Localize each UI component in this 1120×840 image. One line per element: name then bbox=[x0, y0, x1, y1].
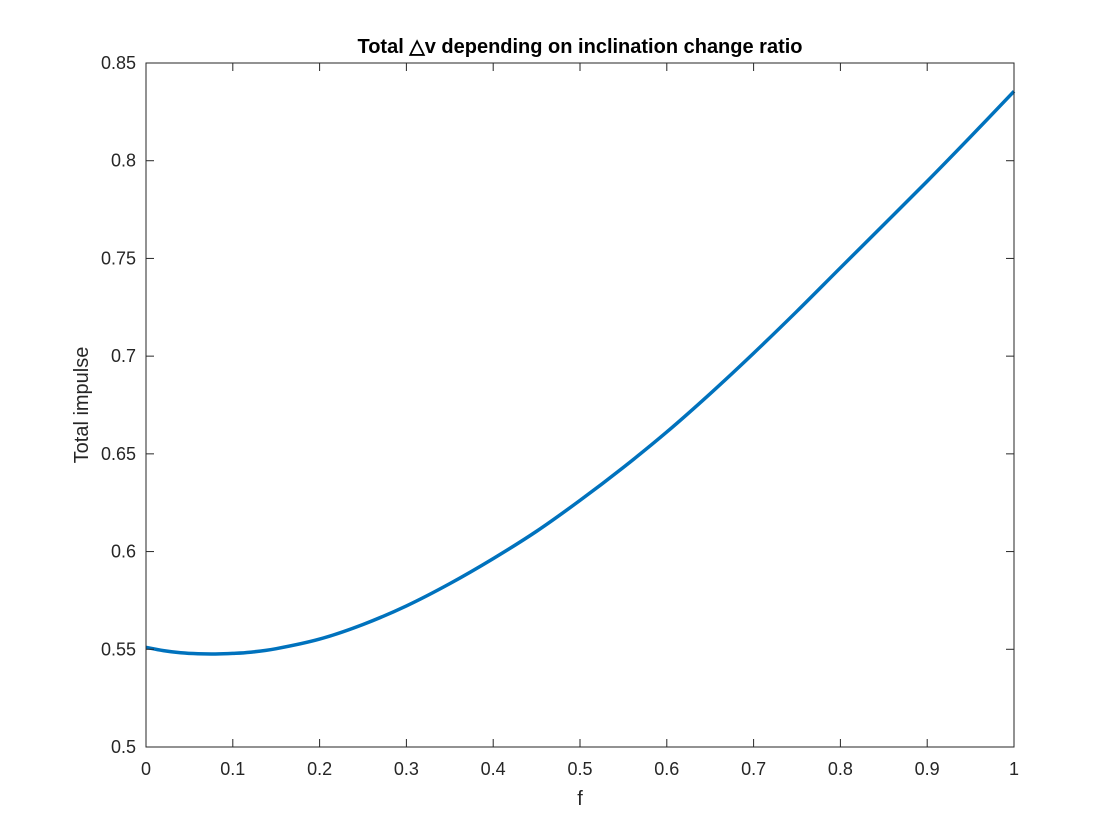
x-tick-label: 0.7 bbox=[741, 759, 766, 779]
x-tick-label: 0.5 bbox=[567, 759, 592, 779]
y-tick-label: 0.8 bbox=[111, 151, 136, 171]
y-tick-label: 0.75 bbox=[101, 248, 136, 268]
x-tick-label: 0.8 bbox=[828, 759, 853, 779]
y-tick-label: 0.7 bbox=[111, 346, 136, 366]
x-tick-label: 0.2 bbox=[307, 759, 332, 779]
series-layer bbox=[145, 90, 1016, 656]
ticks-layer: 0 0.1 0.2 0.3 0.4 0.5 0.6 0.7 0.8 0.9 1 0.5 0.55 0.6 0… bbox=[101, 53, 1019, 779]
x-tick-label: 0 bbox=[141, 759, 151, 779]
plot-area bbox=[146, 63, 1014, 747]
y-axis-label: Total impulse bbox=[71, 347, 93, 464]
x-tick-label: 0.3 bbox=[394, 759, 419, 779]
x-tick-label: 0.4 bbox=[481, 759, 506, 779]
x-tick-label: 0.9 bbox=[915, 759, 940, 779]
y-tick-label: 0.6 bbox=[111, 542, 136, 562]
y-tick-label: 0.55 bbox=[101, 639, 136, 659]
y-tick-label: 0.85 bbox=[101, 53, 136, 73]
x-tick-label: 1 bbox=[1009, 759, 1019, 779]
y-tick-label: 0.5 bbox=[111, 737, 136, 757]
x-tick-label: 0.6 bbox=[654, 759, 679, 779]
series-line bbox=[145, 90, 1016, 656]
x-tick-label: 0.1 bbox=[220, 759, 245, 779]
y-tick-label: 0.65 bbox=[101, 444, 136, 464]
axes-box bbox=[145, 62, 1015, 748]
chart-title: Total △v depending on inclination change… bbox=[357, 36, 802, 58]
x-axis-label: f bbox=[577, 788, 583, 810]
